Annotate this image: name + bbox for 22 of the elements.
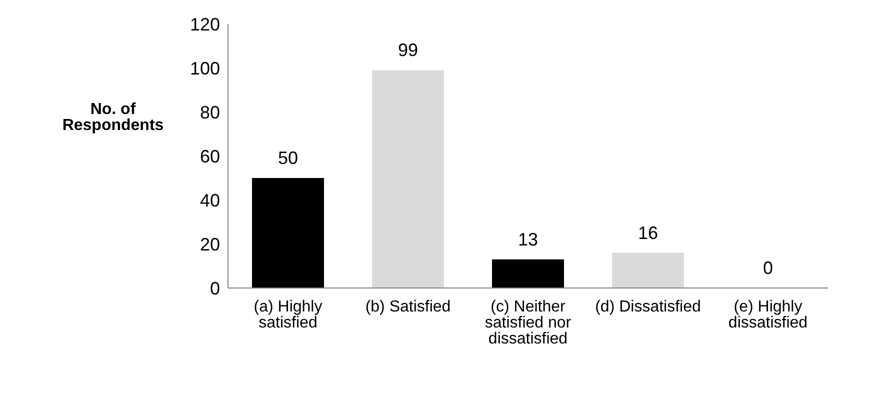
bar — [252, 178, 324, 288]
y-tick-label: 20 — [200, 234, 220, 254]
bar — [372, 70, 444, 288]
bar — [612, 252, 684, 288]
data-label: 0 — [762, 258, 774, 278]
x-tick-label: (e) Highly dissatisfied — [728, 298, 808, 332]
data-label: 50 — [278, 148, 298, 168]
x-tick-label: (b) Satisfied — [365, 298, 451, 316]
y-tick-label: 120 — [190, 14, 220, 34]
data-label: 13 — [518, 229, 538, 250]
x-tick-label: (d) Dissatisfied — [595, 298, 701, 316]
bar — [492, 259, 564, 288]
y-tick-label: 40 — [200, 190, 220, 210]
y-axis-title: No. of Respondents — [62, 101, 164, 134]
data-label: 16 — [638, 222, 658, 243]
x-tick-label: (c) Neither satisfied nor dissatisfied — [484, 298, 572, 348]
y-tick-label: 100 — [190, 58, 220, 78]
x-tick-label: (a) Highly satisfied — [254, 298, 322, 332]
data-label: 99 — [398, 40, 418, 60]
y-tick-label: 80 — [200, 102, 220, 122]
y-tick-label: 60 — [200, 146, 220, 166]
y-tick-label: 0 — [210, 278, 220, 298]
